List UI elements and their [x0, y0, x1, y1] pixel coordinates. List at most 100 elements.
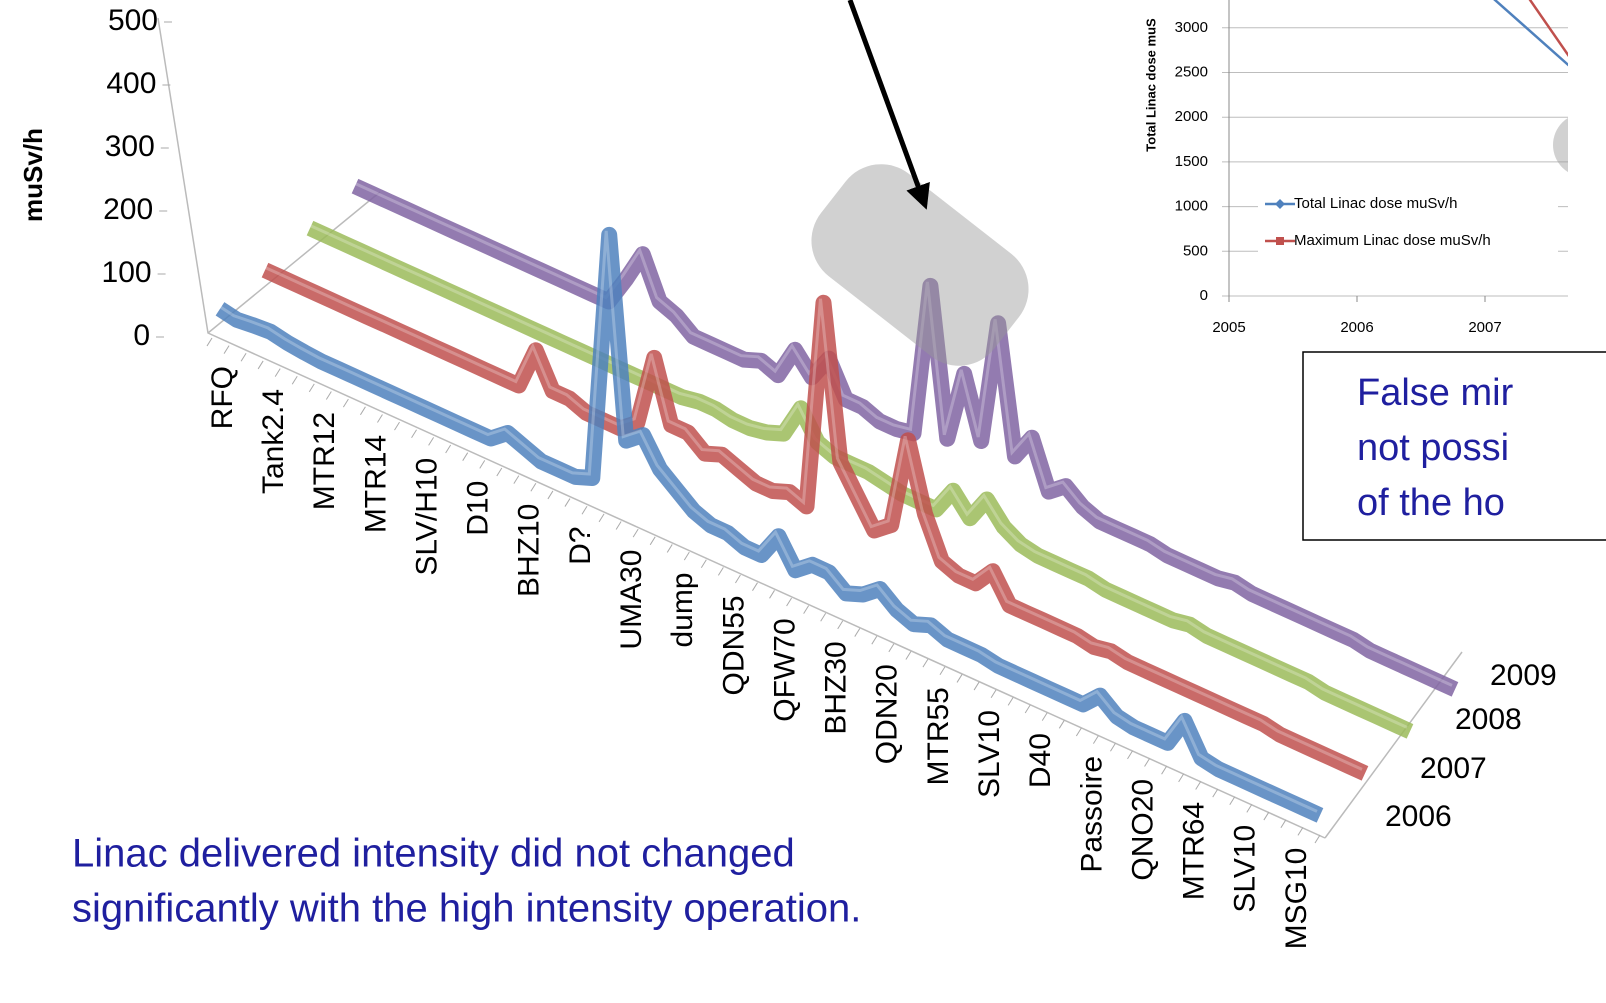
y-tick-label: 500 [108, 4, 158, 37]
x-tick-label: BHZ30 [820, 641, 853, 734]
x-tick-label: 2005 [1212, 319, 1245, 336]
category-tick [530, 483, 537, 492]
x-tick-label: 2006 [1340, 319, 1373, 336]
x-tick-label: 2007 [1468, 319, 1501, 336]
x-tick-label: SLV10 [1229, 825, 1262, 913]
legend-marker [1275, 199, 1285, 209]
category-tick [786, 597, 792, 607]
line [1493, 0, 1568, 67]
category-tick [1127, 750, 1133, 760]
legend-marker [1276, 237, 1284, 245]
line [1528, 0, 1568, 58]
note-line: not possi [1357, 427, 1509, 469]
x-tick-label: UMA30 [615, 550, 648, 650]
category-tick [359, 406, 366, 416]
series-label: 2008 [1455, 703, 1522, 736]
x-tick-label: MSG10 [1280, 848, 1313, 950]
ribbon [351, 178, 1459, 697]
x-tick-label: SLV10 [973, 710, 1006, 798]
category-tick [428, 437, 435, 446]
category-tick [666, 544, 673, 553]
category-tick [496, 467, 503, 477]
axis-wall [157, 17, 1326, 839]
category-tick [1007, 697, 1014, 706]
category-tick [1024, 704, 1031, 714]
y-tick-label: 1500 [1175, 153, 1208, 170]
y-tick-label: 0 [133, 319, 150, 352]
category-tick [683, 551, 690, 561]
category-tick [649, 536, 656, 546]
category-tick [1280, 819, 1287, 828]
category-tick [1178, 773, 1185, 783]
category-tick [1297, 827, 1304, 836]
x-tick-label: D? [564, 527, 597, 565]
y-tick-label: 500 [1183, 242, 1208, 259]
caption-line: significantly with the high intensity op… [72, 887, 861, 931]
legend-label: Total Linac dose muSv/h [1294, 195, 1457, 212]
x-tick-label: QNO20 [1126, 779, 1159, 881]
x-tick-label: BHZ10 [513, 504, 546, 597]
category-tick [1110, 742, 1116, 752]
category-tick [325, 391, 332, 400]
series-label: 2006 [1385, 800, 1452, 833]
category-tick [342, 398, 349, 408]
category-tick [479, 460, 486, 469]
category-tick [564, 498, 571, 507]
ribbon [306, 220, 1414, 739]
category-tick [1075, 727, 1082, 737]
y-tick-label: 0 [1200, 287, 1208, 304]
legend-bg [1258, 190, 1558, 218]
x-tick-label: D40 [1024, 733, 1057, 788]
x-tick-label: QFW70 [768, 618, 801, 721]
category-tick [939, 666, 946, 676]
inset-chart: 0 500 1000 1500 2000 2500 3000 2005 2006 2007 Tota… [1140, 0, 1568, 345]
y-tick-label: 1000 [1175, 198, 1208, 215]
category-tick [837, 620, 844, 630]
ribbon-highlight [306, 222, 1408, 729]
category-tick [769, 590, 775, 599]
inset-y-title: Total Linac dose muS [1143, 18, 1158, 152]
category-tick [735, 574, 741, 584]
category-tick [547, 490, 554, 500]
y-tick-label: 100 [102, 256, 152, 289]
x-tick-label: SLV/H10 [410, 458, 443, 576]
highlight [811, 164, 1029, 366]
category-tick [308, 383, 315, 393]
category-tick [752, 582, 758, 591]
y-axis-title: muSv/h [18, 128, 48, 222]
category-tick [922, 658, 929, 668]
arrow [847, 0, 930, 210]
x-tick-label: MTR55 [922, 687, 955, 785]
x-tick-label: QDN55 [717, 595, 750, 695]
category-tick [445, 444, 452, 454]
category-tick [717, 567, 724, 576]
category-tick [1041, 712, 1048, 721]
category-tick [1195, 781, 1202, 790]
ribbon [215, 226, 1324, 823]
y-tick-label: 200 [103, 193, 153, 226]
series-label: 2007 [1420, 752, 1487, 785]
main-chart: 0 100 200 300 400 500 RFQ Tank2.4 MTR12 MTR14 SLV/… [102, 4, 1557, 950]
category-tick [615, 521, 622, 530]
ribbon-highlight [351, 180, 1453, 687]
y-tick-label: 2000 [1175, 108, 1208, 125]
category-tick [1229, 796, 1236, 806]
category-tick [581, 505, 588, 515]
ribbon [261, 262, 1369, 781]
caption-line: Linac delivered intensity did not change… [72, 832, 795, 876]
x-tick-label: MTR14 [359, 435, 392, 533]
x-tick-label: Passoire [1075, 756, 1108, 873]
category-tick [291, 375, 298, 385]
category-tick [854, 628, 861, 637]
category-tick [240, 353, 247, 362]
x-tick-label: MTR12 [308, 412, 341, 510]
ribbon-highlight [216, 230, 1318, 813]
x-tick-label: RFQ [206, 366, 239, 429]
category-tick [1161, 765, 1168, 775]
y-tick-label: 300 [105, 130, 155, 163]
category-tick [1092, 735, 1099, 744]
category-tick [700, 559, 707, 569]
y-tick-label: 3000 [1175, 19, 1208, 36]
note-box [1302, 351, 1606, 541]
